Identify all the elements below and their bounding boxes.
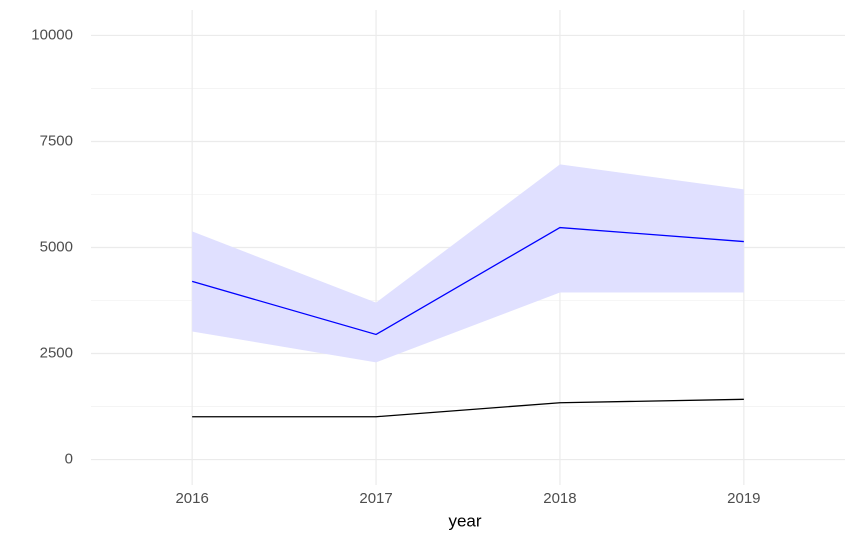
x-tick-label: 2017	[359, 490, 392, 507]
y-tick-label: 2500	[40, 344, 73, 361]
x-tick-label: 2016	[175, 490, 208, 507]
y-tick-label: 10000	[31, 26, 73, 43]
y-tick-label: 5000	[40, 238, 73, 255]
line	[191, 226, 744, 336]
y-tick-label: 7500	[40, 132, 73, 149]
x-tick-label: 2019	[727, 490, 760, 507]
confidence-band	[192, 164, 744, 363]
line	[192, 398, 744, 418]
x-tick-label: 2018	[543, 490, 576, 507]
x-axis-title: year	[448, 511, 481, 530]
y-tick-label: 0	[65, 451, 73, 468]
